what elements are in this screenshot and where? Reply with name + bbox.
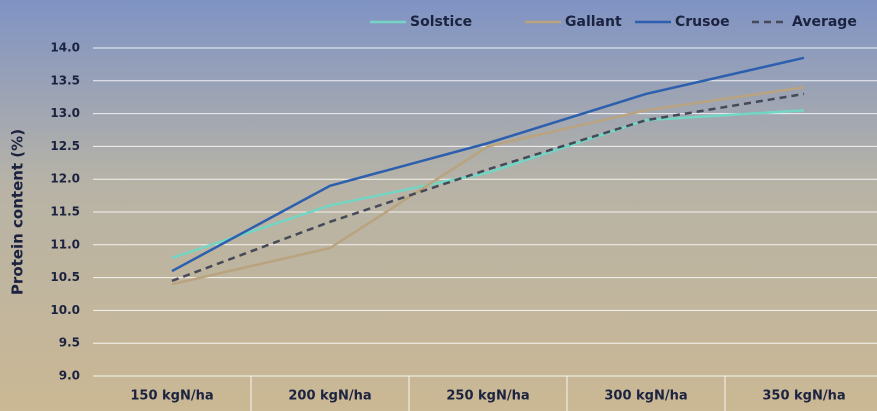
legend-label: Crusoe [675, 14, 730, 30]
y-tick-label: 13.5 [50, 73, 80, 87]
background [0, 0, 877, 411]
x-tick-label: 350 kgN/ha [762, 389, 845, 404]
y-tick-label: 10.0 [50, 303, 80, 317]
legend-label: Average [792, 14, 857, 30]
legend-label: Gallant [565, 14, 622, 30]
y-tick-label: 12.0 [50, 172, 80, 186]
y-tick-label: 13.0 [50, 106, 80, 120]
y-tick-label: 9.5 [59, 336, 80, 350]
y-tick-label: 9.0 [59, 369, 80, 383]
chart: Protein content (%) 9.0 9.5 10.0 10.5 11.0 11… [0, 0, 877, 411]
y-tick-label: 11.0 [50, 237, 80, 251]
x-tick-label: 200 kgN/ha [288, 389, 371, 404]
x-tick-label: 300 kgN/ha [604, 389, 687, 404]
x-tick-label: 150 kgN/ha [130, 389, 213, 404]
y-tick-label: 14.0 [50, 41, 80, 55]
y-axis-title: Protein content (%) [9, 129, 27, 295]
y-tick-label: 10.5 [50, 270, 80, 284]
y-tick-label: 12.5 [50, 139, 80, 153]
x-tick-label: 250 kgN/ha [446, 389, 529, 404]
y-tick-label: 11.5 [50, 205, 80, 219]
legend-label: Solstice [410, 14, 472, 30]
